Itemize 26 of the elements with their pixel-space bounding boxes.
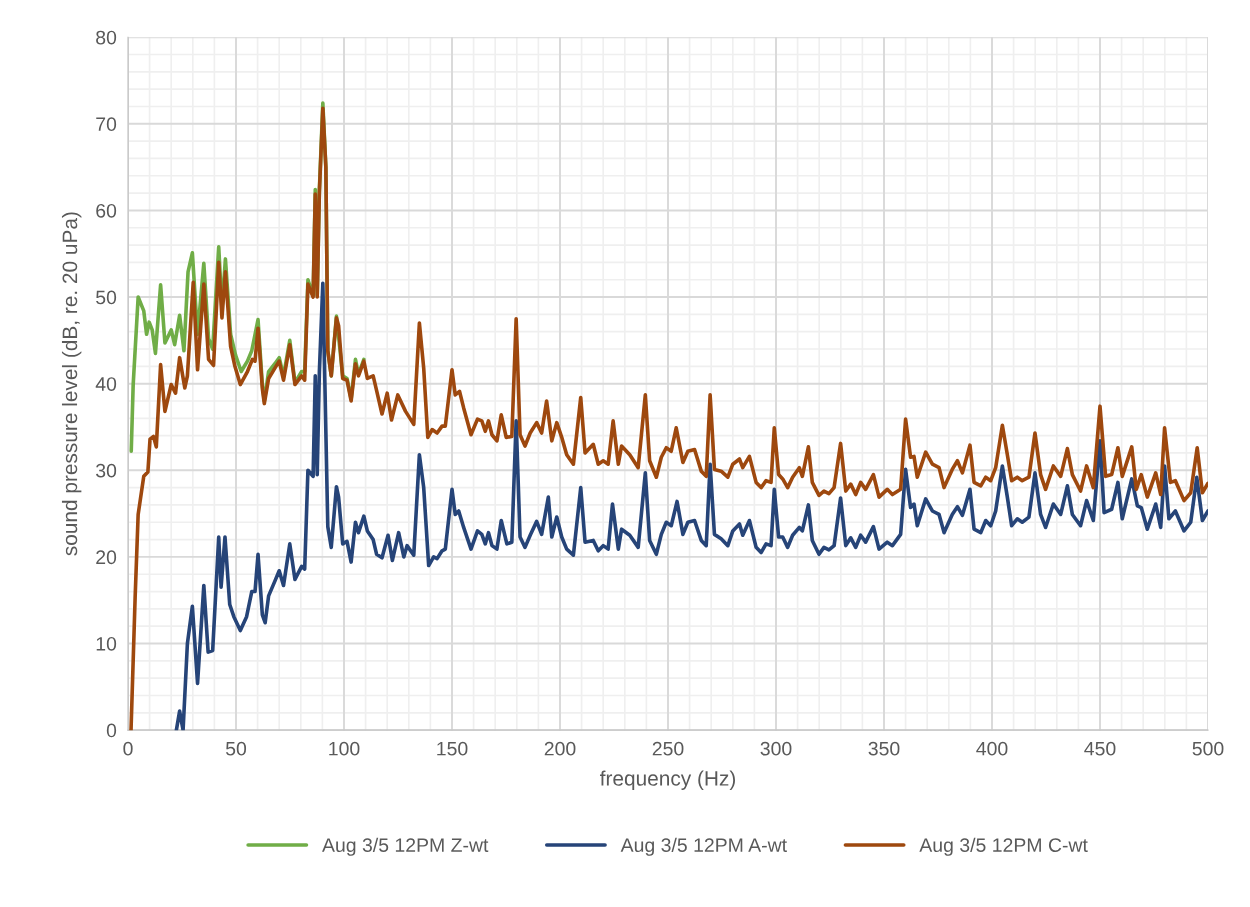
line-series bbox=[174, 281, 1208, 731]
y-tick-label: 70 bbox=[96, 117, 117, 132]
x-tick-label: 250 bbox=[652, 741, 684, 756]
x-tick-label: 100 bbox=[329, 741, 360, 756]
x-tick-label: 450 bbox=[1084, 741, 1116, 756]
x-tick-label: 150 bbox=[437, 741, 468, 756]
x-tick-label: 300 bbox=[760, 741, 792, 756]
x-tick-label: 50 bbox=[225, 741, 247, 756]
y-tick-label: 10 bbox=[96, 636, 117, 651]
y-tick-label: 0 bbox=[106, 723, 117, 738]
y-tick-label: 30 bbox=[96, 463, 117, 478]
y-tick-label: 60 bbox=[96, 203, 117, 218]
legend-label: Aug 3/5 12PM Z-wt bbox=[322, 837, 489, 856]
x-tick-label: 500 bbox=[1192, 741, 1224, 756]
x-axis-title: frequency (Hz) bbox=[599, 770, 736, 790]
y-tick-label: 40 bbox=[95, 377, 117, 391]
y-tick-label: 80 bbox=[96, 30, 117, 45]
y-axis-title: sound pressure level (dB, re. 20 uPa) bbox=[61, 212, 82, 556]
legend-label: Aug 3/5 12PM A-wt bbox=[620, 837, 787, 856]
x-tick-label: 200 bbox=[544, 741, 576, 756]
legend-label: Aug 3/5 12PM C-wt bbox=[919, 837, 1088, 856]
y-tick-label: 50 bbox=[96, 290, 117, 305]
x-tick-label: 0 bbox=[123, 741, 133, 756]
y-tick-label: 20 bbox=[96, 550, 117, 565]
x-tick-label: 350 bbox=[868, 741, 900, 756]
x-tick-label: 400 bbox=[976, 741, 1008, 756]
